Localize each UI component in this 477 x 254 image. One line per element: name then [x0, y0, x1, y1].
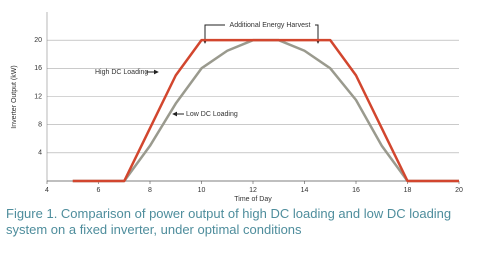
series-line [72, 38, 459, 183]
y-tick-label: 12 [34, 93, 42, 100]
annotation: Low DC Loading [186, 111, 238, 118]
y-tick-label: 8 [38, 122, 42, 129]
x-tick-label: 8 [148, 187, 152, 194]
annotation: Additional Energy Harvest [230, 22, 311, 29]
x-tick-label: 18 [404, 187, 412, 194]
x-tick-label: 10 [198, 187, 206, 194]
chart: Inverter Output (kW) Time of Day Additio… [11, 12, 463, 203]
x-tick-label: 16 [352, 187, 360, 194]
x-tick-label: 12 [249, 187, 257, 194]
x-tick-label: 20 [455, 187, 463, 194]
series-line [72, 38, 459, 183]
annotation: High DC Loading [95, 69, 148, 76]
x-axis-label: Time of Day [234, 196, 272, 203]
caption: Figure 1. Comparison of power output of … [6, 206, 452, 237]
y-axis-label: Inverter Output (kW) [11, 65, 18, 128]
x-tick-label: 6 [97, 187, 101, 194]
y-tick-label: 4 [38, 150, 42, 157]
y-tick-label: 16 [34, 65, 42, 72]
x-tick-label: 4 [45, 187, 49, 194]
y-tick-label: 20 [34, 37, 42, 44]
x-tick-label: 14 [301, 187, 309, 194]
